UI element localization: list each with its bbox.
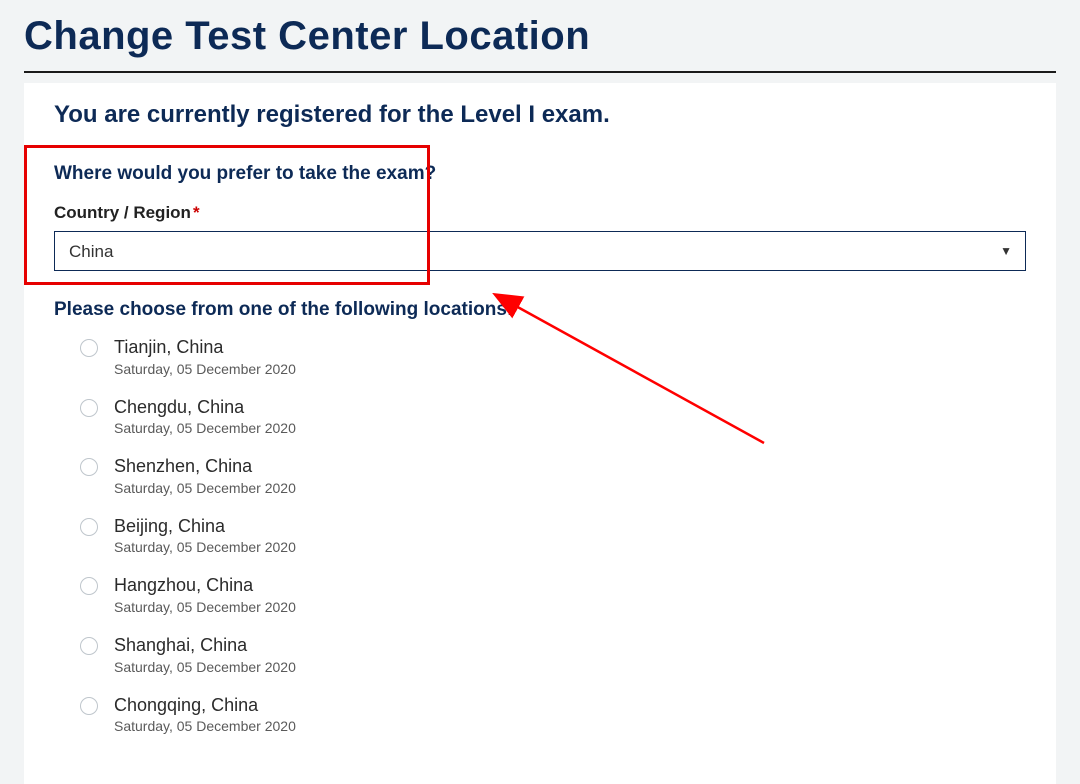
radio-input[interactable] [80, 458, 98, 476]
required-asterisk: * [193, 203, 200, 222]
question-title: Where would you prefer to take the exam? [54, 163, 1026, 185]
location-name: Shenzhen, China [114, 456, 296, 478]
list-item[interactable]: Shanghai, China Saturday, 05 December 20… [80, 635, 1026, 675]
country-select-wrap: China ▼ [54, 231, 1026, 271]
list-item[interactable]: Chongqing, China Saturday, 05 December 2… [80, 695, 1026, 735]
location-name: Chengdu, China [114, 397, 296, 419]
location-date: Saturday, 05 December 2020 [114, 361, 296, 377]
location-name: Shanghai, China [114, 635, 296, 657]
location-name: Tianjin, China [114, 337, 296, 359]
location-date: Saturday, 05 December 2020 [114, 480, 296, 496]
location-date: Saturday, 05 December 2020 [114, 420, 296, 436]
location-date: Saturday, 05 December 2020 [114, 718, 296, 734]
location-date: Saturday, 05 December 2020 [114, 659, 296, 675]
radio-input[interactable] [80, 697, 98, 715]
country-label-text: Country / Region [54, 203, 191, 222]
list-item[interactable]: Hangzhou, China Saturday, 05 December 20… [80, 575, 1026, 615]
country-field-label: Country / Region* [54, 203, 1026, 223]
list-item[interactable]: Tianjin, China Saturday, 05 December 202… [80, 337, 1026, 377]
location-name: Hangzhou, China [114, 575, 296, 597]
radio-input[interactable] [80, 637, 98, 655]
radio-input[interactable] [80, 518, 98, 536]
radio-input[interactable] [80, 577, 98, 595]
location-date: Saturday, 05 December 2020 [114, 539, 296, 555]
radio-input[interactable] [80, 339, 98, 357]
choose-location-title: Please choose from one of the following … [54, 299, 1026, 321]
page-title: Change Test Center Location [24, 10, 1056, 71]
country-question-block: Where would you prefer to take the exam?… [54, 163, 1026, 271]
list-item[interactable]: Chengdu, China Saturday, 05 December 202… [80, 397, 1026, 437]
radio-input[interactable] [80, 399, 98, 417]
country-select[interactable]: China [54, 231, 1026, 271]
list-item[interactable]: Shenzhen, China Saturday, 05 December 20… [80, 456, 1026, 496]
title-divider [24, 71, 1056, 73]
location-date: Saturday, 05 December 2020 [114, 599, 296, 615]
list-item[interactable]: Beijing, China Saturday, 05 December 202… [80, 516, 1026, 556]
registration-subhead: You are currently registered for the Lev… [54, 101, 1026, 129]
location-name: Chongqing, China [114, 695, 296, 717]
location-list: Tianjin, China Saturday, 05 December 202… [54, 337, 1026, 734]
location-name: Beijing, China [114, 516, 296, 538]
form-card: You are currently registered for the Lev… [24, 83, 1056, 784]
